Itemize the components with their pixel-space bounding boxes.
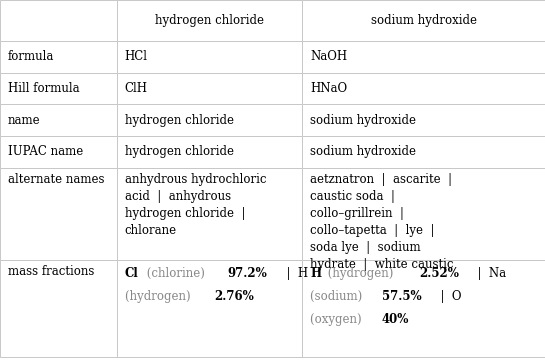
Text: ClH: ClH: [125, 82, 148, 95]
Text: (hydrogen): (hydrogen): [125, 290, 194, 303]
Bar: [302, 0, 545, 41]
Text: Cl: Cl: [125, 267, 138, 280]
Text: sodium hydroxide: sodium hydroxide: [310, 114, 416, 127]
Bar: [0, 260, 117, 357]
Bar: [117, 104, 302, 136]
Text: formula: formula: [8, 50, 54, 63]
Text: HCl: HCl: [125, 50, 148, 63]
Text: sodium hydroxide: sodium hydroxide: [310, 145, 416, 158]
Text: (hydrogen): (hydrogen): [324, 267, 398, 280]
Text: NaOH: NaOH: [310, 50, 347, 63]
Bar: [117, 260, 302, 357]
Text: (oxygen): (oxygen): [310, 313, 366, 326]
Bar: [0, 104, 117, 136]
Bar: [0, 41, 117, 73]
Text: 40%: 40%: [382, 313, 409, 326]
Text: |  O: | O: [433, 290, 462, 303]
Text: Hill formula: Hill formula: [8, 82, 79, 95]
Text: sodium hydroxide: sodium hydroxide: [371, 14, 477, 27]
Text: IUPAC name: IUPAC name: [8, 145, 83, 158]
Text: hydrogen chloride: hydrogen chloride: [155, 14, 264, 27]
Text: anhydrous hydrochloric
acid  |  anhydrous
hydrogen chloride  |
chlorane: anhydrous hydrochloric acid | anhydrous …: [125, 173, 267, 237]
Text: name: name: [8, 114, 40, 127]
Bar: [117, 0, 302, 41]
Bar: [0, 168, 117, 260]
Bar: [0, 0, 117, 41]
Bar: [302, 104, 545, 136]
Text: |  Na: | Na: [470, 267, 506, 280]
Bar: [0, 73, 117, 104]
Text: 57.5%: 57.5%: [383, 290, 422, 303]
Text: hydrogen chloride: hydrogen chloride: [125, 114, 234, 127]
Text: aetznatron  |  ascarite  |
caustic soda  |
collo–grillrein  |
collo–tapetta  |  : aetznatron | ascarite | caustic soda | c…: [310, 173, 453, 271]
Text: alternate names: alternate names: [8, 173, 104, 186]
Bar: [302, 41, 545, 73]
Text: H: H: [310, 267, 321, 280]
Bar: [302, 260, 545, 357]
Bar: [302, 73, 545, 104]
Bar: [117, 73, 302, 104]
Bar: [117, 136, 302, 168]
Bar: [117, 41, 302, 73]
Bar: [0, 136, 117, 168]
Text: 97.2%: 97.2%: [227, 267, 267, 280]
Bar: [117, 168, 302, 260]
Text: 2.76%: 2.76%: [214, 290, 254, 303]
Text: hydrogen chloride: hydrogen chloride: [125, 145, 234, 158]
Bar: [302, 136, 545, 168]
Text: 2.52%: 2.52%: [419, 267, 459, 280]
Text: (sodium): (sodium): [310, 290, 366, 303]
Text: (chlorine): (chlorine): [143, 267, 208, 280]
Text: mass fractions: mass fractions: [8, 265, 94, 278]
Bar: [302, 168, 545, 260]
Text: |  H: | H: [278, 267, 307, 280]
Text: HNaO: HNaO: [310, 82, 347, 95]
